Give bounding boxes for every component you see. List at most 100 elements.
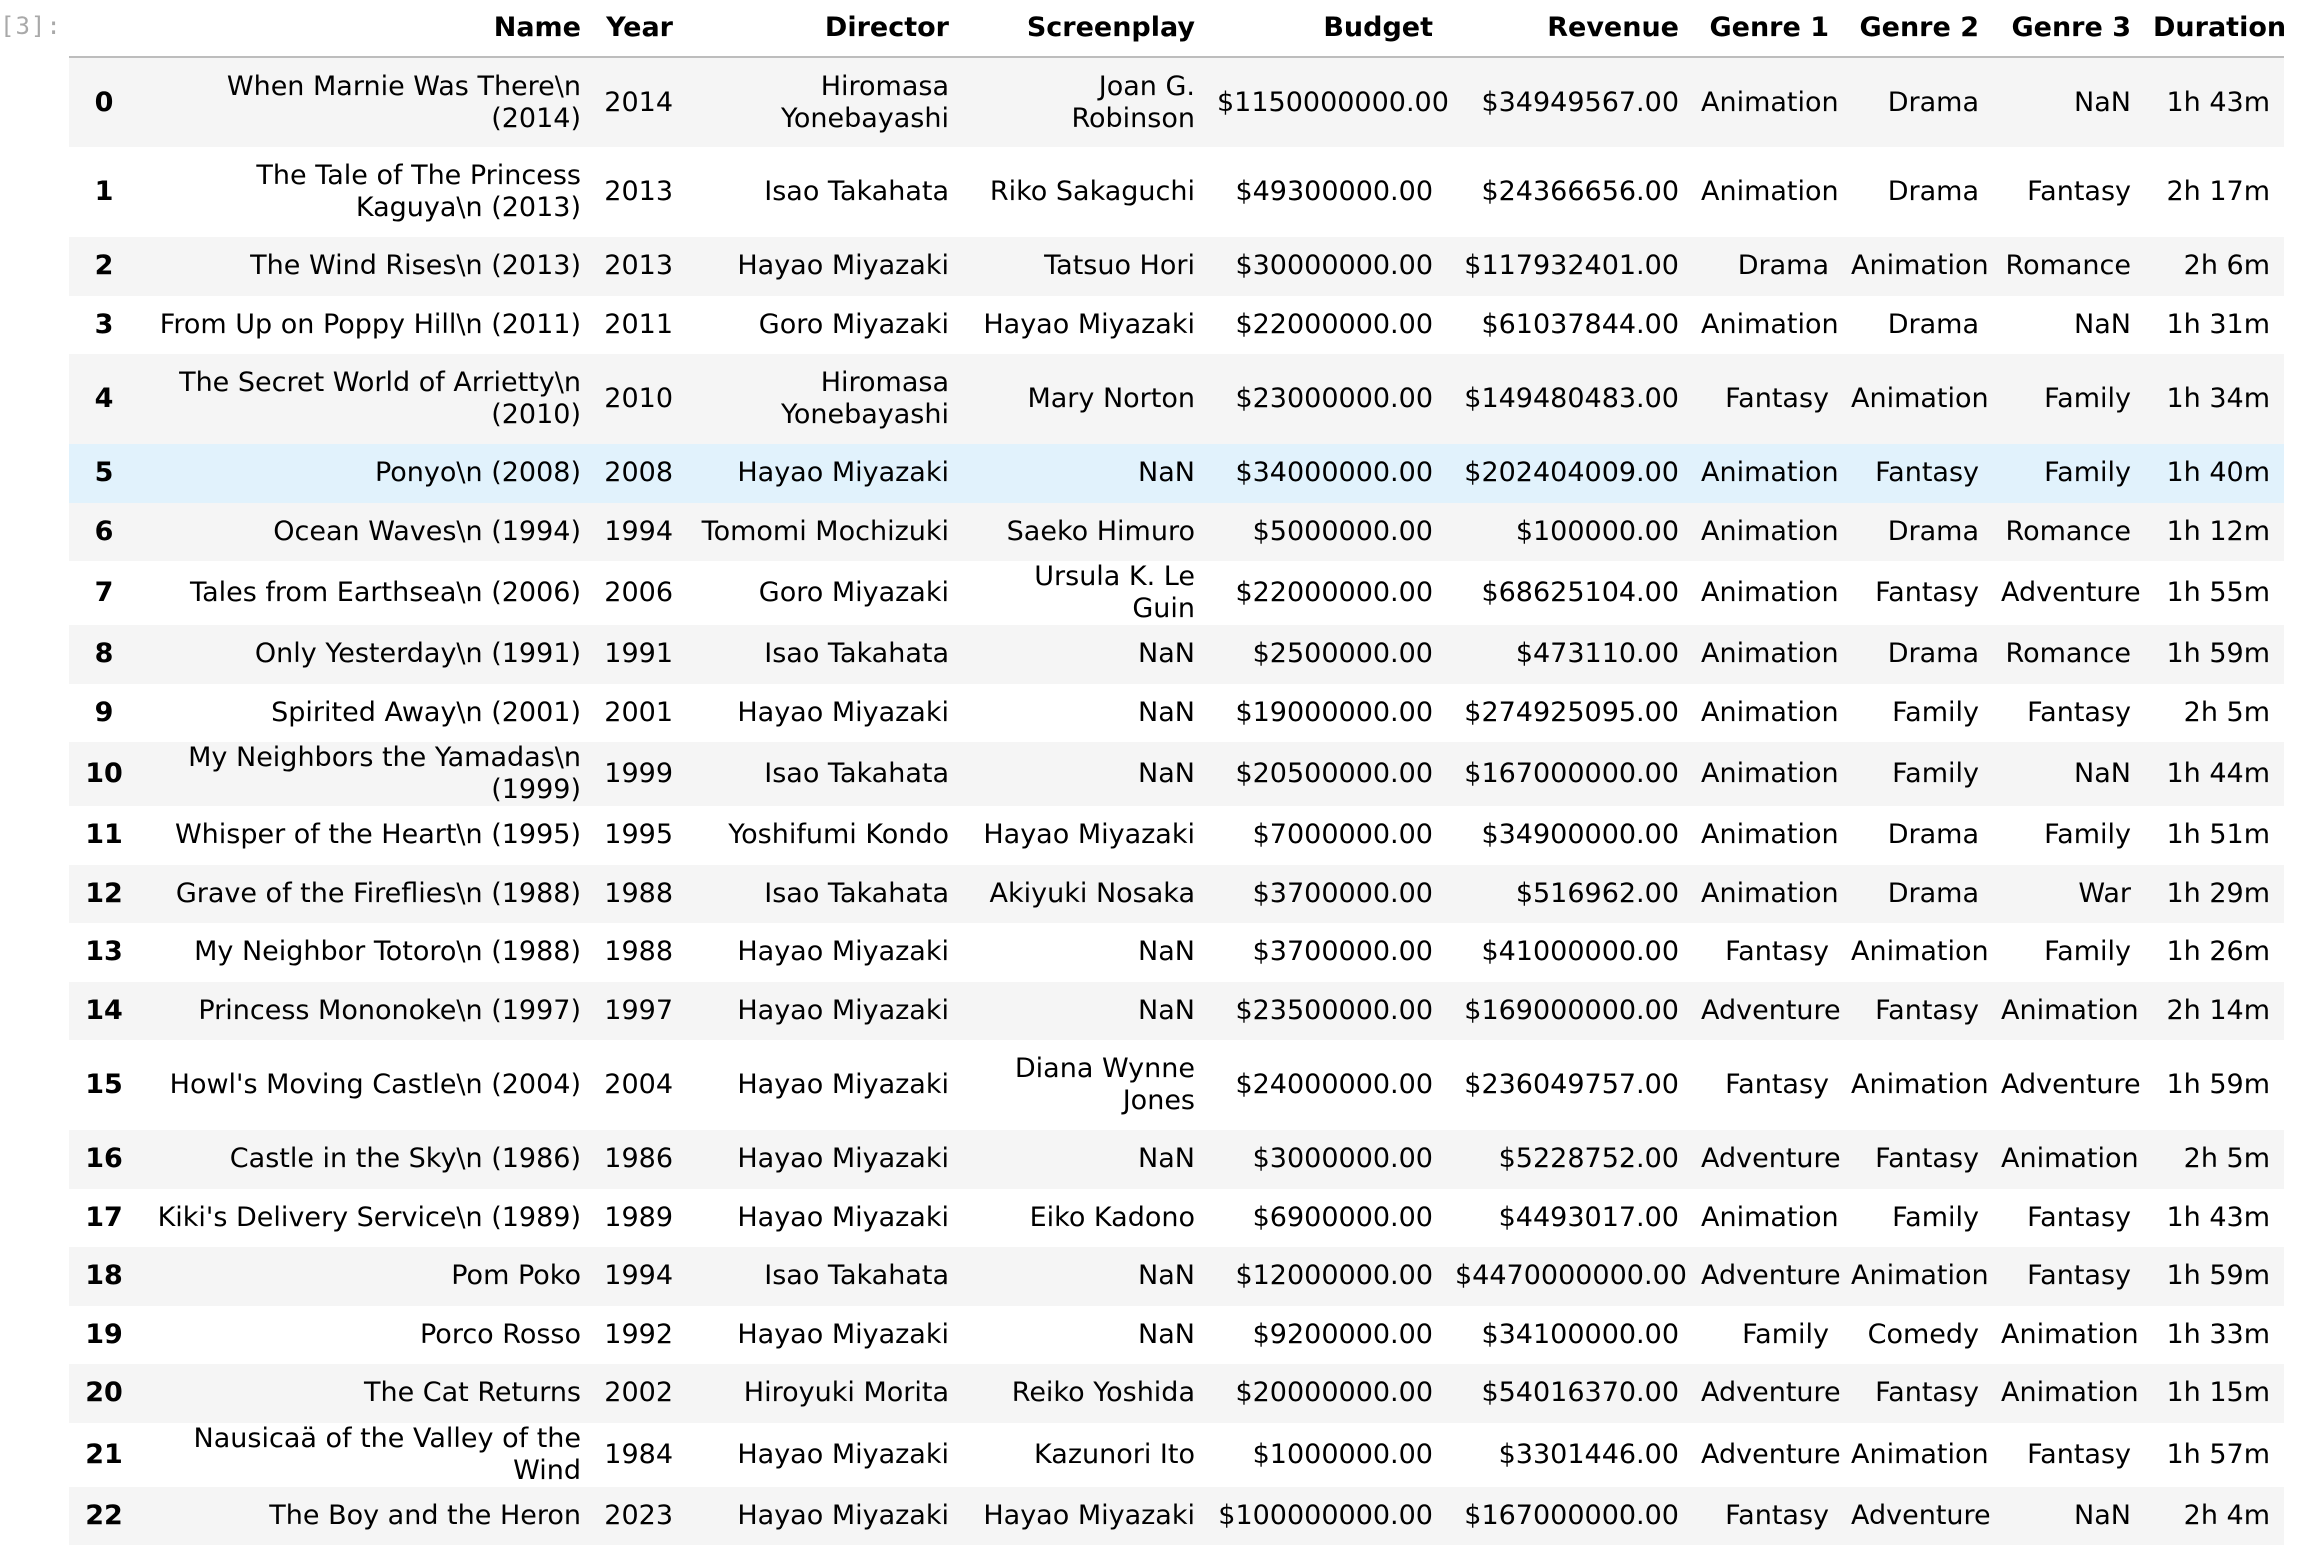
director-cell: Tomomi Mochizuki xyxy=(687,503,963,562)
row-index: 6 xyxy=(69,503,133,562)
duration-cell: 1h 51m xyxy=(2145,806,2284,865)
revenue-cell: $100000.00 xyxy=(1447,503,1693,562)
genre-2-cell: Drama xyxy=(1843,503,1993,562)
row-index: 3 xyxy=(69,296,133,355)
budget-cell: $20000000.00 xyxy=(1209,1364,1447,1423)
year-cell: 1995 xyxy=(595,806,687,865)
year-cell: 1988 xyxy=(595,923,687,982)
duration-cell: 1h 33m xyxy=(2145,1306,2284,1365)
budget-cell: $49300000.00 xyxy=(1209,147,1447,237)
genre-3-cell: Animation xyxy=(1993,1364,2145,1423)
year-cell: 2023 xyxy=(595,1487,687,1545)
genre-1-cell: Animation xyxy=(1693,625,1843,684)
director-cell: Isao Takahata xyxy=(687,742,963,806)
genre-1-cell: Fantasy xyxy=(1693,1487,1843,1545)
revenue-cell: $202404009.00 xyxy=(1447,444,1693,503)
revenue-cell: $236049757.00 xyxy=(1447,1040,1693,1130)
genre-3-cell: Fantasy xyxy=(1993,1423,2145,1487)
duration-cell: 1h 26m xyxy=(2145,923,2284,982)
year-cell: 1999 xyxy=(595,742,687,806)
year-cell: 1994 xyxy=(595,1247,687,1306)
duration-cell: 2h 5m xyxy=(2145,1130,2284,1189)
director-cell: Hayao Miyazaki xyxy=(687,923,963,982)
column-header-name: Name xyxy=(133,0,595,57)
genre-1-cell: Animation xyxy=(1693,147,1843,237)
director-cell: Hayao Miyazaki xyxy=(687,684,963,743)
screenplay-cell: Kazunori Ito xyxy=(963,1423,1209,1487)
row-index: 12 xyxy=(69,865,133,924)
column-header-budget: Budget xyxy=(1209,0,1447,57)
year-cell: 1986 xyxy=(595,1130,687,1189)
row-index: 5 xyxy=(69,444,133,503)
dataframe-table: Name Year Director Screenplay Budget Rev… xyxy=(69,0,2284,1545)
director-cell: Hayao Miyazaki xyxy=(687,1130,963,1189)
duration-cell: 2h 17m xyxy=(2145,147,2284,237)
row-index: 7 xyxy=(69,561,133,625)
row-index: 17 xyxy=(69,1189,133,1248)
director-cell: Hayao Miyazaki xyxy=(687,1487,963,1545)
duration-cell: 1h 55m xyxy=(2145,561,2284,625)
duration-cell: 1h 43m xyxy=(2145,57,2284,147)
year-cell: 2013 xyxy=(595,147,687,237)
screenplay-cell: Hayao Miyazaki xyxy=(963,806,1209,865)
genre-1-cell: Animation xyxy=(1693,57,1843,147)
budget-cell: $1000000.00 xyxy=(1209,1423,1447,1487)
duration-cell: 1h 15m xyxy=(2145,1364,2284,1423)
screenplay-cell: NaN xyxy=(963,444,1209,503)
director-cell: Isao Takahata xyxy=(687,625,963,684)
director-cell: Hiromasa Yonebayashi xyxy=(687,354,963,444)
director-cell: Isao Takahata xyxy=(687,147,963,237)
budget-cell: $20500000.00 xyxy=(1209,742,1447,806)
budget-cell: $12000000.00 xyxy=(1209,1247,1447,1306)
genre-3-cell: NaN xyxy=(1993,296,2145,355)
duration-cell: 1h 43m xyxy=(2145,1189,2284,1248)
screenplay-cell: Saeko Himuro xyxy=(963,503,1209,562)
column-header-index xyxy=(69,0,133,57)
row-index: 9 xyxy=(69,684,133,743)
genre-1-cell: Adventure xyxy=(1693,982,1843,1041)
year-cell: 1988 xyxy=(595,865,687,924)
screenplay-cell: Riko Sakaguchi xyxy=(963,147,1209,237)
director-cell: Hayao Miyazaki xyxy=(687,1040,963,1130)
screenplay-cell: Mary Norton xyxy=(963,354,1209,444)
revenue-cell: $34949567.00 xyxy=(1447,57,1693,147)
revenue-cell: $4470000000.00 xyxy=(1447,1247,1693,1306)
director-cell: Hayao Miyazaki xyxy=(687,444,963,503)
name-cell: My Neighbor Totoro\n (1988) xyxy=(133,923,595,982)
genre-2-cell: Drama xyxy=(1843,625,1993,684)
row-index: 22 xyxy=(69,1487,133,1545)
screenplay-cell: NaN xyxy=(963,684,1209,743)
genre-3-cell: Romance xyxy=(1993,503,2145,562)
name-cell: Whisper of the Heart\n (1995) xyxy=(133,806,595,865)
director-cell: Isao Takahata xyxy=(687,865,963,924)
genre-2-cell: Drama xyxy=(1843,147,1993,237)
dataframe-output: Name Year Director Screenplay Budget Rev… xyxy=(69,0,2284,1545)
budget-cell: $19000000.00 xyxy=(1209,684,1447,743)
genre-2-cell: Animation xyxy=(1843,237,1993,296)
genre-2-cell: Drama xyxy=(1843,296,1993,355)
director-cell: Yoshifumi Kondo xyxy=(687,806,963,865)
genre-1-cell: Adventure xyxy=(1693,1130,1843,1189)
column-header-year: Year xyxy=(595,0,687,57)
duration-cell: 1h 59m xyxy=(2145,1040,2284,1130)
screenplay-cell: Akiyuki Nosaka xyxy=(963,865,1209,924)
duration-cell: 1h 29m xyxy=(2145,865,2284,924)
genre-3-cell: Adventure xyxy=(1993,561,2145,625)
budget-cell: $22000000.00 xyxy=(1209,296,1447,355)
genre-2-cell: Animation xyxy=(1843,923,1993,982)
name-cell: Porco Rosso xyxy=(133,1306,595,1365)
name-cell: Tales from Earthsea\n (2006) xyxy=(133,561,595,625)
name-cell: Kiki's Delivery Service\n (1989) xyxy=(133,1189,595,1248)
